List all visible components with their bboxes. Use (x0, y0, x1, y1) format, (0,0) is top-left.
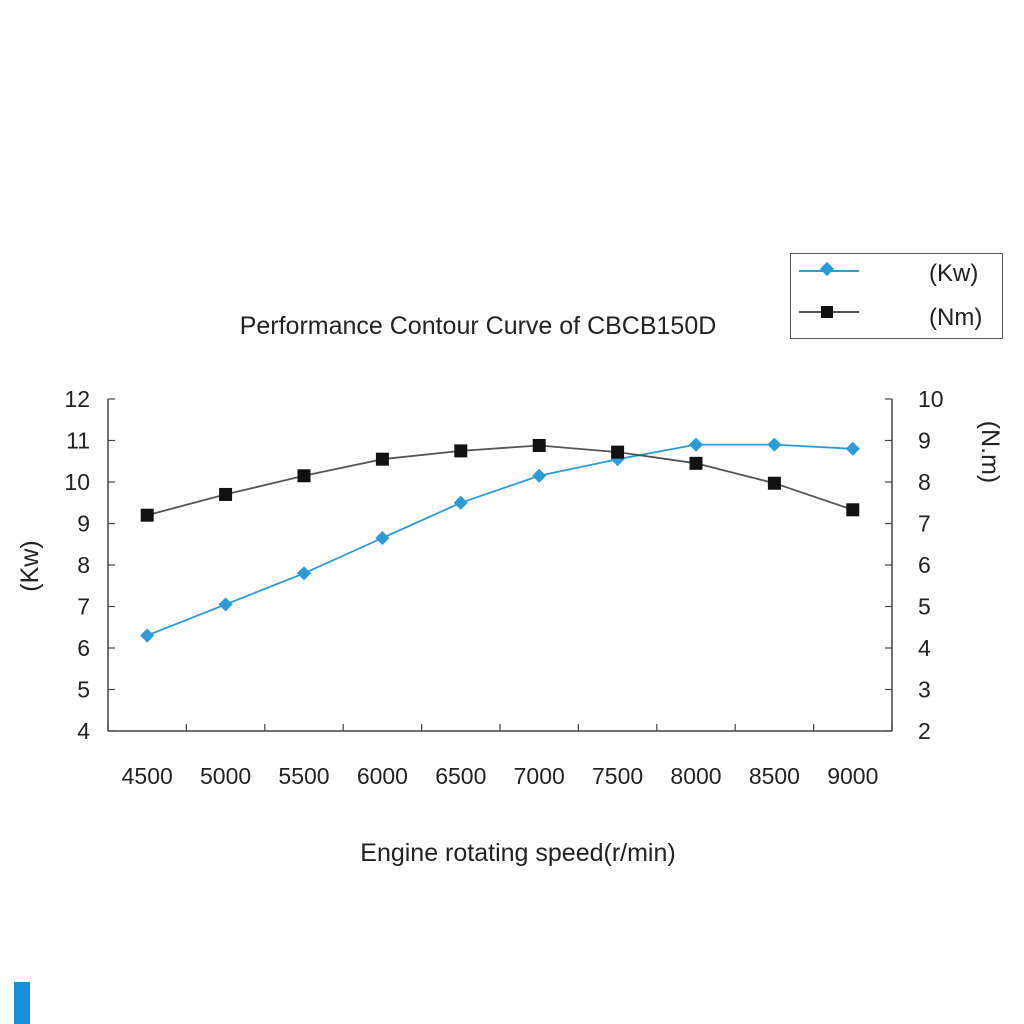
nm-data-point (219, 487, 233, 501)
y-right-tick-label: 4 (918, 635, 931, 661)
y-right-tick-label: 3 (918, 677, 931, 703)
y-right-tick-label: 6 (918, 552, 931, 578)
kw-data-point (845, 441, 860, 456)
axes: 4500 5000 5500 6000 6500 7000 7500 8000 8500 9000… (64, 386, 943, 789)
series-group (140, 437, 860, 643)
kw-data-point (688, 437, 704, 452)
x-tick-label: 7500 (592, 763, 643, 789)
nm-data-point (140, 508, 154, 522)
x-tick-label: 7000 (514, 763, 565, 789)
y-left-tick-label: 5 (77, 677, 90, 703)
nm-data-point (532, 438, 546, 452)
y-axis-left-label: (Kw) (16, 540, 44, 591)
legend: (Kw) (Nm) (790, 253, 1003, 339)
nm-data-point (454, 444, 468, 458)
y-right-tick-label: 7 (918, 511, 931, 537)
x-tick-label: 4500 (122, 763, 173, 789)
legend-kw-label: (Kw) (929, 260, 979, 287)
kw-data-point (767, 437, 782, 452)
y-axis-right-label: (N.m) (976, 421, 1004, 483)
x-tick-label: 9000 (827, 763, 878, 789)
nm-data-point (297, 469, 311, 483)
y-right-tick-label: 5 (918, 594, 931, 620)
legend-kw-marker (819, 261, 835, 277)
kw-data-point (296, 566, 312, 581)
y-right-tick-label: 9 (918, 428, 931, 454)
nm-data-point (846, 503, 860, 517)
x-tick-label: 5000 (200, 763, 251, 789)
x-tick-label: 6500 (435, 763, 486, 789)
nm-data-point (689, 456, 703, 470)
nm-data-point (375, 452, 389, 466)
y-right-tick-label: 8 (918, 469, 931, 495)
kw-data-point (218, 597, 233, 612)
legend-nm-label: (Nm) (929, 304, 983, 331)
y-right-tick-label: 10 (918, 386, 944, 412)
nm-data-point (767, 476, 781, 490)
x-tick-label: 8000 (670, 763, 721, 789)
kw-series-line (146, 443, 853, 637)
legend-nm-marker (821, 306, 833, 318)
accent-bar (14, 982, 30, 1024)
x-tick-label: 8500 (749, 763, 800, 789)
y-left-tick-label: 8 (77, 552, 90, 578)
x-axis-label: Engine rotating speed(r/min) (360, 839, 675, 867)
kw-data-point (453, 495, 468, 510)
y-left-tick-label: 12 (64, 386, 90, 412)
y-left-tick-label: 9 (77, 511, 90, 537)
nm-series-line (146, 444, 854, 517)
x-tick-label: 6000 (357, 763, 408, 789)
kw-data-point (532, 468, 547, 483)
y-right-tick-label: 2 (918, 718, 931, 744)
nm-data-point (611, 445, 625, 459)
chart-title: Performance Contour Curve of CBCB150D (240, 312, 717, 340)
y-left-tick-label: 4 (77, 718, 90, 744)
kw-data-point (375, 530, 390, 546)
y-left-tick-label: 6 (77, 635, 90, 661)
y-left-tick-label: 11 (66, 428, 90, 454)
x-tick-label: 5500 (278, 763, 329, 789)
y-left-tick-label: 7 (77, 594, 90, 620)
y-left-tick-label: 10 (64, 469, 90, 495)
kw-data-point (140, 628, 155, 643)
